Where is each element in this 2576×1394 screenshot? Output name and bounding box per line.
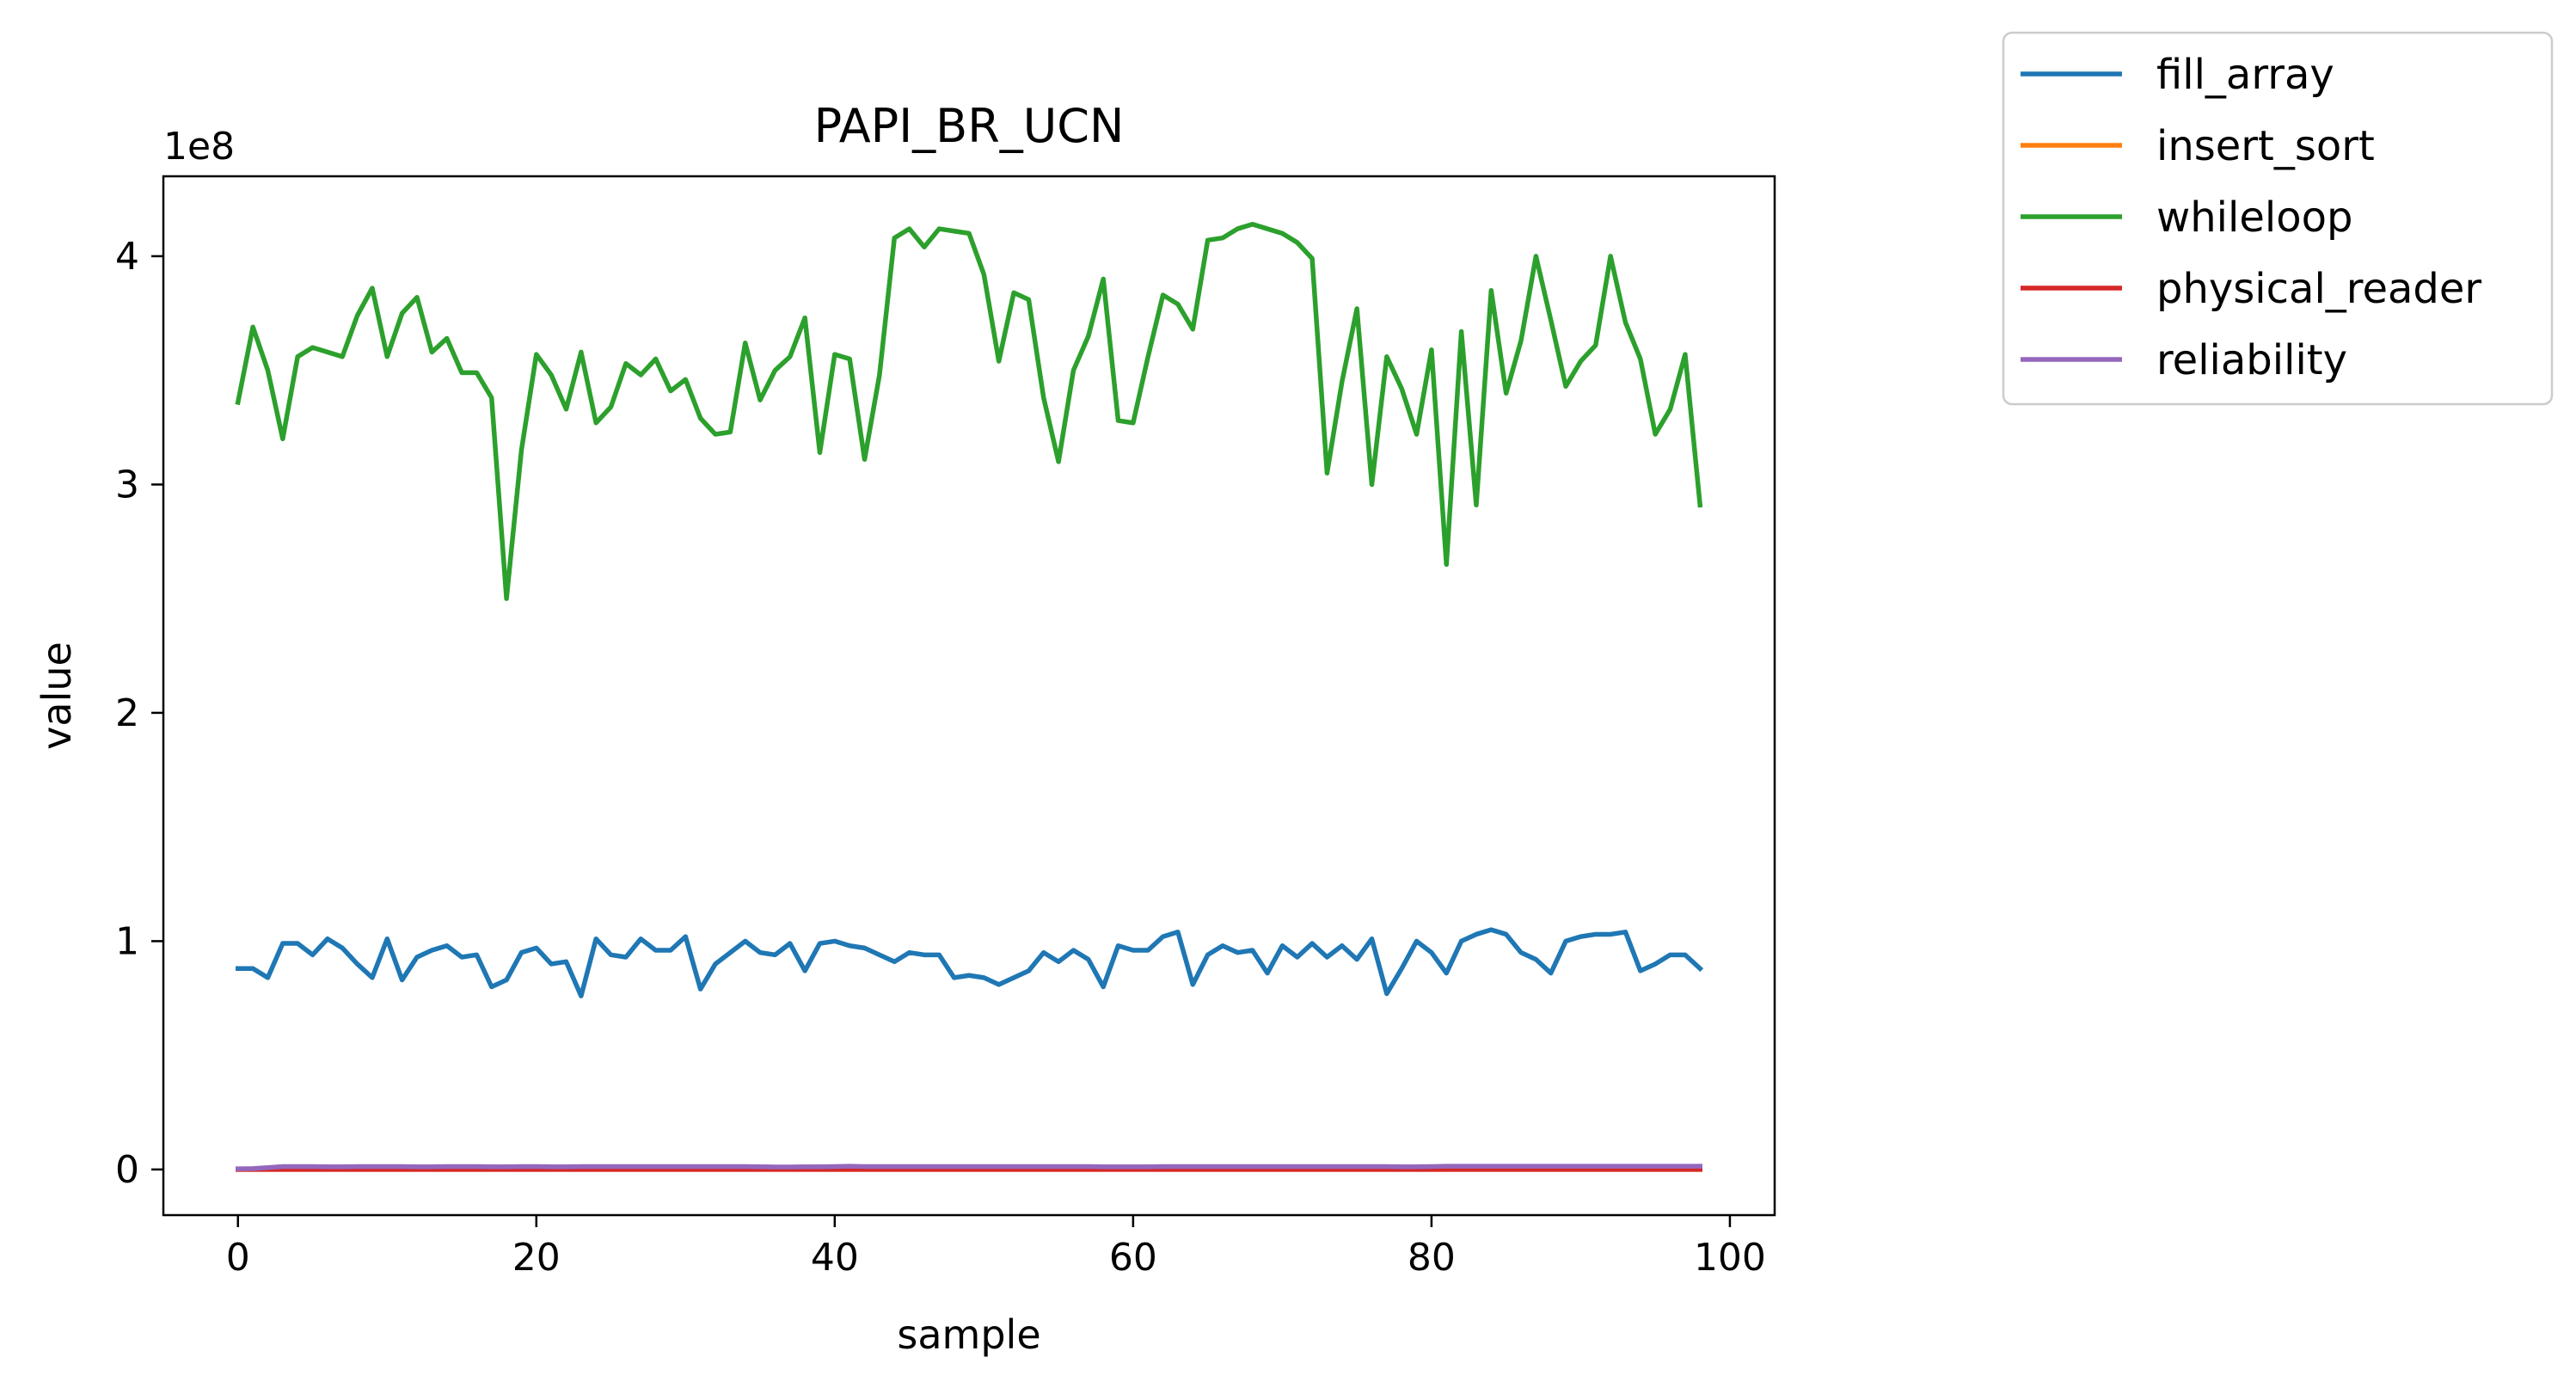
legend-label-reliability: reliability bbox=[2156, 336, 2347, 384]
legend-label-insert-sort: insert_sort bbox=[2156, 122, 2375, 170]
y-tick-label: 2 bbox=[115, 691, 139, 735]
legend-box bbox=[2002, 31, 2554, 406]
series-line-reliability bbox=[235, 1164, 1702, 1171]
legend-items: fill_array insert_sort whileloop physical_r… bbox=[2021, 51, 2481, 384]
series-layer bbox=[235, 222, 1704, 1172]
y-tick-label: 1 bbox=[115, 919, 139, 963]
x-tick-label: 100 bbox=[1694, 1236, 1766, 1280]
y-offset-text: 1e8 bbox=[163, 125, 235, 169]
x-tick-label: 0 bbox=[226, 1236, 250, 1280]
legend: fill_array insert_sort whileloop physical_r… bbox=[2002, 31, 2554, 406]
y-tick-label: 4 bbox=[115, 235, 139, 279]
axes-frame bbox=[162, 175, 1776, 1217]
plot-area: 0 20 40 60 80 100 0 1 2 3 4 bbox=[115, 175, 1776, 1280]
series-line-fill-array bbox=[236, 927, 1704, 998]
x-ticks: 0 20 40 60 80 100 bbox=[226, 1215, 1766, 1280]
y-axis-label: value bbox=[34, 642, 80, 750]
x-tick-label: 40 bbox=[811, 1236, 859, 1280]
x-tick-label: 60 bbox=[1109, 1236, 1157, 1280]
y-ticks: 0 1 2 3 4 bbox=[115, 235, 163, 1192]
legend-label-physical-reader: physical_reader bbox=[2156, 265, 2481, 313]
x-tick-label: 20 bbox=[512, 1236, 561, 1280]
series-line-whileloop bbox=[235, 222, 1703, 601]
x-axis-label: sample bbox=[897, 1311, 1040, 1358]
x-tick-label: 80 bbox=[1408, 1236, 1456, 1280]
legend-label-fill-array: fill_array bbox=[2156, 51, 2334, 99]
y-tick-label: 3 bbox=[115, 463, 139, 507]
chart-title: PAPI_BR_UCN bbox=[814, 99, 1125, 153]
y-tick-label: 0 bbox=[115, 1148, 139, 1192]
legend-label-whileloop: whileloop bbox=[2156, 193, 2352, 242]
